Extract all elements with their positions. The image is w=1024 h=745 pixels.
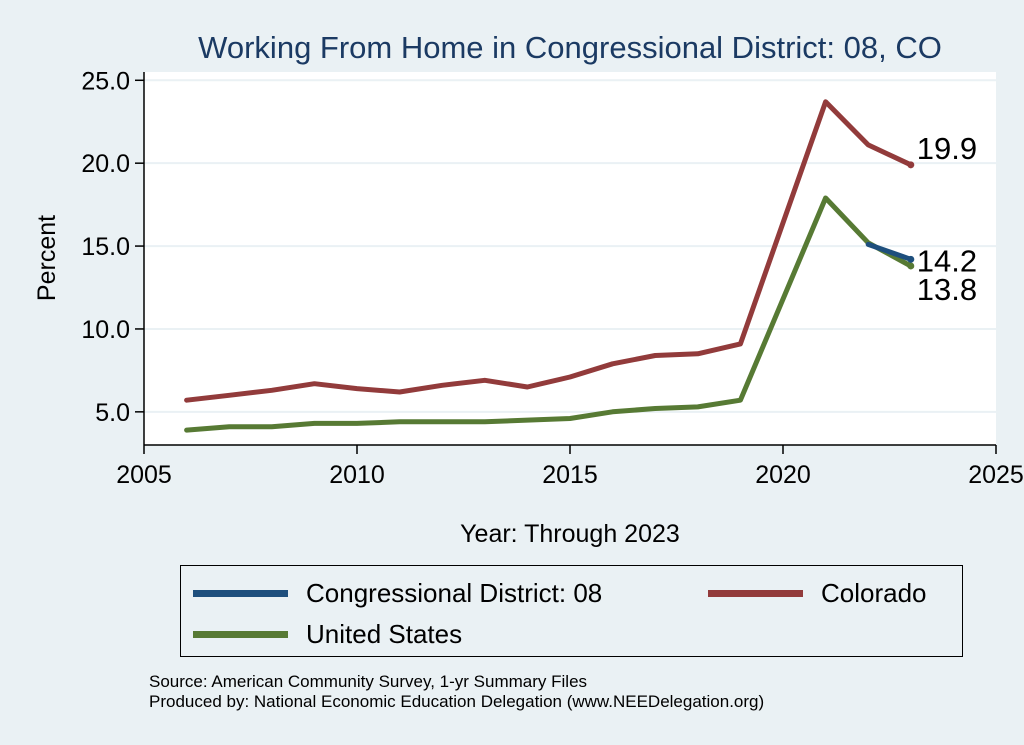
grid-lines xyxy=(144,79,996,413)
end-label-colorado: 19.9 xyxy=(917,131,977,166)
source-note: Source: American Community Survey, 1-yr … xyxy=(149,672,764,712)
x-tick-label: 2005 xyxy=(116,461,172,489)
legend-label-congressional-district: Congressional District: 08 xyxy=(306,578,603,608)
x-tick-label: 2025 xyxy=(968,461,1024,489)
x-tick-label: 2010 xyxy=(329,461,385,489)
series-line-colorado xyxy=(184,99,914,403)
legend-swatch-congressional-district xyxy=(193,590,288,597)
legend-item-colorado: Colorado xyxy=(708,578,927,609)
produced-by-line: Produced by: National Economic Education… xyxy=(149,692,765,711)
y-tick-label: 15.0 xyxy=(81,233,130,261)
x-tick-label: 2015 xyxy=(542,461,598,489)
plot-area xyxy=(144,72,996,445)
series-endpoint-united-states xyxy=(907,262,915,270)
series-line-congressional-district-08 xyxy=(865,241,914,262)
legend-swatch-united-states xyxy=(193,631,288,638)
y-tick-label: 10.0 xyxy=(81,316,130,344)
y-tick-label: 20.0 xyxy=(81,150,130,178)
legend-label-colorado: Colorado xyxy=(821,578,927,608)
x-tick-label: 2020 xyxy=(755,461,811,489)
legend-item-congressional-district: Congressional District: 08 xyxy=(193,578,602,609)
y-tick-label: 25.0 xyxy=(81,67,130,95)
legend: Congressional District: 08 Colorado Unit… xyxy=(180,565,963,657)
axis-ticks: 5.0 10.0 15.0 20.0 25.0 2005 2010 2015 2020 2025 xyxy=(81,67,1023,489)
end-labels: 14.2 19.9 13.8 xyxy=(917,131,977,307)
y-tick-label: 5.0 xyxy=(95,399,130,427)
series-endpoint-congressional-district-08 xyxy=(907,255,915,263)
series-lines xyxy=(184,99,915,433)
chart-title: Working From Home in Congressional Distr… xyxy=(198,30,942,65)
legend-swatch-colorado xyxy=(708,590,803,597)
series-line-united-states xyxy=(184,195,914,433)
series-endpoint-colorado xyxy=(907,161,915,169)
legend-item-united-states: United States xyxy=(193,619,462,650)
end-label-congressional-district-08: 14.2 xyxy=(917,243,977,278)
y-axis-label: Percent xyxy=(33,215,61,301)
source-line: Source: American Community Survey, 1-yr … xyxy=(149,672,588,691)
end-label-united-states: 13.8 xyxy=(917,272,977,307)
legend-label-united-states: United States xyxy=(306,619,463,649)
x-axis-label: Year: Through 2023 xyxy=(460,520,680,548)
